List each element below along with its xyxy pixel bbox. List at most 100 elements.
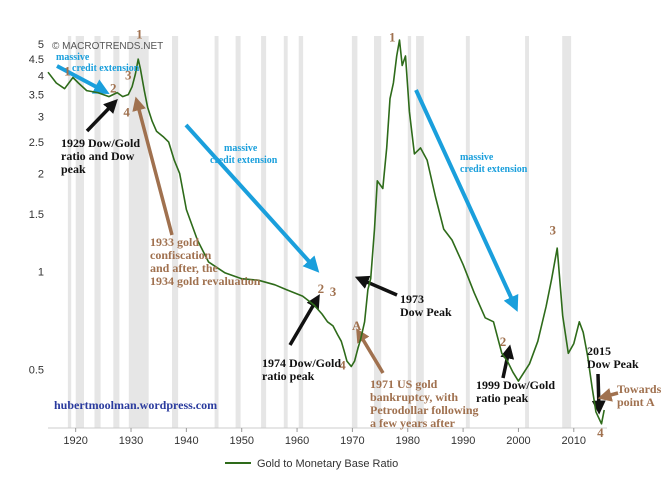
annotation-1929-line-3: peak xyxy=(61,162,86,176)
x-tick-label-2010: 2010 xyxy=(562,435,586,447)
recession-band-7 xyxy=(235,36,241,428)
credit-arrow-3 xyxy=(414,89,519,312)
y-tick-label-3: 3 xyxy=(38,111,44,123)
arrow-1974-ratio-peak xyxy=(288,294,320,346)
wave-label-6: 3 xyxy=(330,284,337,299)
annotation-1933-line-4: 1934 gold revaluation xyxy=(150,274,261,288)
credit-label-2: massive credit extension xyxy=(210,143,278,166)
website-label: hubertmoolman.wordpress.com xyxy=(54,398,217,412)
recession-band-5 xyxy=(172,36,179,428)
wave-label-4: 1 xyxy=(136,27,143,42)
wave-label-1: 2 xyxy=(110,81,117,96)
recession-band-2 xyxy=(94,36,101,428)
x-tick-label-1990: 1990 xyxy=(451,435,475,447)
watermark: © MACROTRENDS.NET xyxy=(52,41,163,52)
recession-band-10 xyxy=(298,36,304,428)
recession-band-12 xyxy=(374,36,382,428)
annotation-1971-line-2: bankruptcy, with xyxy=(370,390,458,404)
recession-band-1 xyxy=(75,36,84,428)
credit-label-1-line-1: massive xyxy=(56,52,90,63)
credit-arrow-2 xyxy=(184,123,320,273)
annotation-2015-dow-peak: 2015 Dow Peak xyxy=(587,344,639,371)
arrow-1933-confiscation xyxy=(132,96,174,236)
credit-labels: massive credit extension massive credit … xyxy=(56,52,528,175)
y-tick-label-3.5: 3.5 xyxy=(29,90,44,102)
annotation-1929-line-1: 1929 Dow/Gold xyxy=(61,136,140,150)
x-axis-ticks: 1920 1930 1940 1950 1960 1970 1980 1990 2000 2010 xyxy=(63,428,586,447)
recession-band-16 xyxy=(525,36,529,428)
x-tick-label-1930: 1930 xyxy=(119,435,143,447)
arrow-1929-peak xyxy=(85,98,118,133)
annotation-1971-bankruptcy: 1971 US gold bankruptcy, with Petrodolla… xyxy=(370,377,482,430)
x-tick-label-1950: 1950 xyxy=(229,435,253,447)
arrow-1973-dow-peak xyxy=(354,275,398,297)
recession-band-11 xyxy=(351,36,358,428)
x-tick-label-1960: 1960 xyxy=(285,435,309,447)
annotation-1999-ratio-peak: 1999 Dow/Gold ratio peak xyxy=(476,378,558,405)
annotation-1971-line-3: Petrodollar following xyxy=(370,403,479,417)
wave-label-8: 1 xyxy=(389,29,396,44)
annotation-1929-line-2: ratio and Dow xyxy=(61,149,135,163)
annotation-1973-line-2: Dow Peak xyxy=(400,305,452,319)
arrow-2015-dow-peak xyxy=(591,373,606,415)
y-tick-label-2.5: 2.5 xyxy=(29,137,44,149)
arrow-towards-point-a xyxy=(597,388,619,402)
annotation-1974-ratio-peak: 1974 Dow/Gold ratio peak xyxy=(262,356,344,383)
y-tick-label-4: 4 xyxy=(38,71,44,83)
y-tick-label-1: 1 xyxy=(38,266,44,278)
annotation-2015-line-1: 2015 xyxy=(587,344,611,358)
annotation-1933-line-1: 1933 gold xyxy=(150,235,199,249)
annotation-1974-line-1: 1974 Dow/Gold xyxy=(262,356,341,370)
annotation-1973-line-1: 1973 xyxy=(400,292,424,306)
recession-band-6 xyxy=(214,36,219,428)
credit-label-1: massive credit extension xyxy=(56,52,140,74)
annotation-arrows xyxy=(56,64,619,415)
wave-label-10: 3 xyxy=(550,222,557,237)
credit-label-2-line-1: massive xyxy=(224,143,258,154)
wave-label-9: 2 xyxy=(500,334,507,349)
recession-band-15 xyxy=(465,36,470,428)
recession-band-8 xyxy=(261,36,267,428)
wave-label-3: 4 xyxy=(123,104,130,119)
annotation-towards-line-2: point A xyxy=(617,395,655,409)
series-line-gold-monetary-base xyxy=(47,39,605,425)
y-tick-label-4.5: 4.5 xyxy=(29,54,44,66)
credit-label-3-line-1: massive xyxy=(460,152,494,163)
annotation-towards-line-1: Towards xyxy=(617,382,662,396)
wave-label-5: 2 xyxy=(318,281,325,296)
annotations: 1929 Dow/Gold ratio and Dow peak 1933 go… xyxy=(61,136,662,430)
arrow-1999-ratio-peak xyxy=(500,344,515,379)
annotation-1929-peak: 1929 Dow/Gold ratio and Dow peak xyxy=(61,136,143,176)
recession-band-0 xyxy=(67,36,72,428)
credit-label-3-line-2: credit extension xyxy=(460,164,528,175)
annotation-1974-line-2: ratio peak xyxy=(262,369,315,383)
recession-band-17 xyxy=(562,36,572,428)
recession-band-14 xyxy=(416,36,424,428)
arrow-1971-bankruptcy xyxy=(356,328,385,374)
x-tick-label-1920: 1920 xyxy=(63,435,87,447)
annotation-1999-line-1: 1999 Dow/Gold xyxy=(476,378,555,392)
wave-label-11: 4 xyxy=(597,425,604,440)
y-tick-label-1.5: 1.5 xyxy=(29,209,44,221)
credit-label-1-line-2: credit extension xyxy=(72,63,140,74)
recession-band-9 xyxy=(283,36,288,428)
credit-arrow-1 xyxy=(56,64,110,95)
credit-label-3: massive credit extension xyxy=(460,152,528,175)
wave-label-0: 1 xyxy=(64,64,71,79)
recession-band-13 xyxy=(407,36,412,428)
annotation-2015-line-2: Dow Peak xyxy=(587,357,639,371)
y-tick-label-2: 2 xyxy=(38,169,44,181)
y-tick-label-5: 5 xyxy=(38,39,44,51)
recession-band-3 xyxy=(113,36,120,428)
legend-label: Gold to Monetary Base Ratio xyxy=(257,458,398,470)
x-tick-label-2000: 2000 xyxy=(506,435,530,447)
annotation-1933-line-3: and after, the xyxy=(150,261,219,275)
x-tick-label-1980: 1980 xyxy=(396,435,420,447)
y-tick-label-0.5: 0.5 xyxy=(29,364,44,376)
x-tick-label-1970: 1970 xyxy=(340,435,364,447)
annotation-1971-line-4: a few years after xyxy=(370,416,456,430)
annotation-1933-confiscation: 1933 gold confiscation and after, the 19… xyxy=(150,235,261,288)
